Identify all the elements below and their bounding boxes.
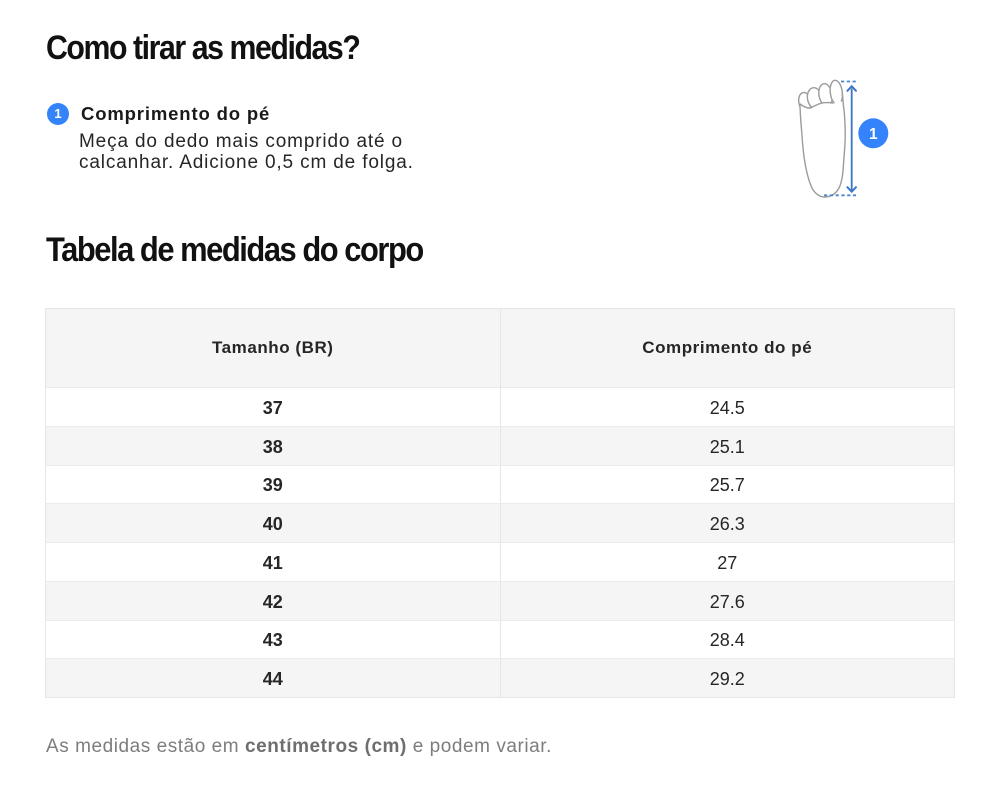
svg-text:1: 1: [869, 126, 878, 143]
